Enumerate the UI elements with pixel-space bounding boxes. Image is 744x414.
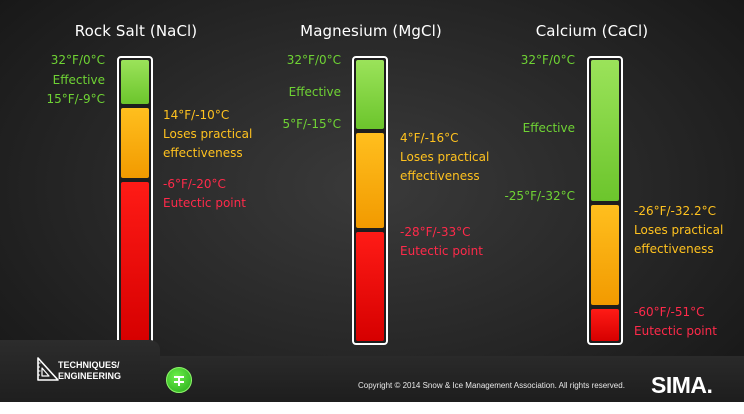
calcium-bar [587,56,623,345]
triangle-ruler-icon [37,357,59,381]
magnesium-eutectic-segment [356,232,384,341]
rock-salt-loses-line1: Loses practical [163,127,253,141]
magnesium-eutectic-label: Eutectic point [400,244,483,258]
calcium-title: Calcium (CaCl) [535,22,649,40]
magnesium-eutectic-temp: -28°F/-33°C [400,225,471,239]
magnesium-loses-segment [356,133,384,228]
rock-salt-loses-line2: effectiveness [163,146,243,160]
magnesium-bar [352,56,388,345]
rock-salt-eutectic-temp: -6°F/-20°C [163,177,226,191]
rock-salt-effective-limit: 15°F/-9°C [46,92,105,106]
calcium-effective-segment [591,60,619,201]
calcium-loses-line1: Loses practical [634,223,724,237]
magnesium-top-temp: 32°F/0°C [286,53,341,67]
rock-salt-effective-segment [121,60,149,104]
copyright-text: Copyright © 2014 Snow & Ice Management A… [358,381,625,390]
calcium-eutectic-temp: -60°F/-51°C [634,305,705,319]
rock-salt-effective-label: Effective [52,73,105,87]
footer-brand-tab [0,340,160,414]
calcium-loses-temp: -26°F/-32.2°C [634,204,716,218]
magnesium-loses-line2: effectiveness [400,169,480,183]
magnesium-effective-label: Effective [288,85,341,99]
calcium-loses-segment [591,205,619,305]
rock-salt-top-temp: 32°F/0°C [50,53,105,67]
calcium-top-temp: 32°F/0°C [520,53,575,67]
green-circle-icon [174,376,184,386]
calcium-eutectic-segment [591,309,619,341]
rock-salt-bar [117,56,153,345]
rock-salt-eutectic-label: Eutectic point [163,196,246,210]
green-circle-button[interactable] [166,367,192,393]
magnesium-effective-segment [356,60,384,129]
calcium-effective-limit: -25°F/-32°C [504,189,575,203]
magnesium-title: Magnesium (MgCl) [300,22,442,40]
techniques-engineering-logo: TECHNIQUES/ ENGINEERING [58,360,121,382]
sima-logo: SIMA. [651,372,713,398]
calcium-effective-label: Effective [522,121,575,135]
magnesium-loses-temp: 4°F/-16°C [400,131,459,145]
brand-line-2: ENGINEERING [58,371,122,381]
calcium-loses-line2: effectiveness [634,242,714,256]
calcium-eutectic-label: Eutectic point [634,324,717,338]
rock-salt-title: Rock Salt (NaCl) [74,22,198,40]
rock-salt-loses-temp: 14°F/-10°C [163,108,230,122]
rock-salt-loses-segment [121,108,149,178]
brand-line-1: TECHNIQUES/ [58,360,120,370]
rock-salt-eutectic-segment [121,182,149,341]
magnesium-effective-limit: 5°F/-15°C [282,117,341,131]
bottom-white-edge [0,402,744,414]
magnesium-loses-line1: Loses practical [400,150,490,164]
